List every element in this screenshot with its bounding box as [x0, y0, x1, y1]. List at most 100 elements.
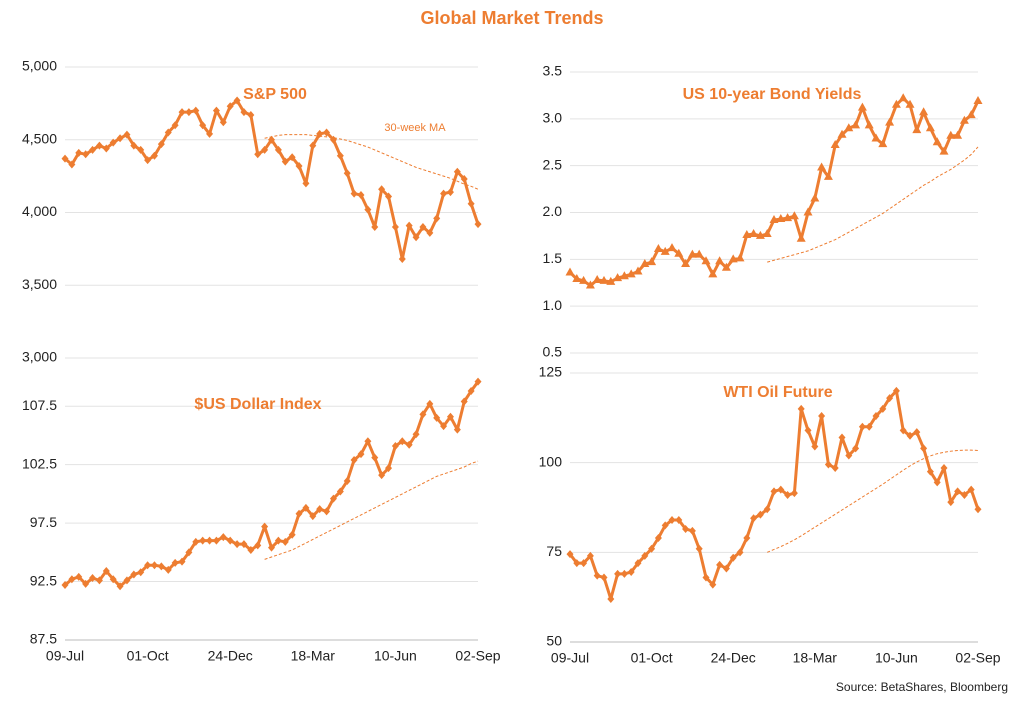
data-point: [240, 108, 248, 117]
data-point: [898, 93, 908, 102]
data-point: [412, 233, 420, 242]
data-point: [824, 460, 832, 469]
data-point: [940, 464, 948, 473]
data-point: [171, 121, 179, 130]
data-point: [572, 274, 582, 283]
data-point: [954, 487, 962, 496]
data-point: [626, 269, 636, 278]
y-tick-label: 3,000: [22, 349, 57, 365]
data-point: [357, 191, 365, 200]
data-point: [75, 572, 83, 581]
data-point: [398, 255, 406, 264]
data-point: [953, 130, 963, 139]
data-point: [654, 533, 662, 542]
data-point: [967, 485, 975, 494]
data-point: [109, 138, 117, 147]
data-point: [891, 99, 901, 108]
data-point: [599, 275, 609, 284]
data-point: [607, 594, 615, 603]
data-point: [185, 548, 193, 557]
data-point: [474, 220, 482, 229]
data-point: [371, 223, 379, 232]
data-point: [708, 269, 718, 278]
data-point: [974, 505, 982, 514]
data-point: [573, 559, 581, 568]
y-tick-label: 92.5: [30, 572, 57, 588]
data-point: [95, 141, 103, 150]
data-point: [749, 229, 759, 238]
data-point: [640, 259, 650, 268]
data-point: [743, 533, 751, 542]
y-tick-label: 2.0: [543, 203, 563, 219]
data-point: [750, 514, 758, 523]
data-point: [150, 561, 158, 570]
data-point: [627, 568, 635, 577]
y-tick-label: 0.5: [543, 344, 563, 360]
data-point: [830, 140, 840, 149]
data-point: [261, 145, 269, 154]
data-point: [675, 516, 683, 525]
data-point: [667, 243, 677, 252]
data-point: [295, 161, 303, 170]
data-point: [674, 248, 684, 257]
data-point: [164, 565, 172, 574]
data-point: [474, 377, 482, 386]
data-point: [116, 582, 124, 591]
data-point: [82, 150, 90, 159]
data-point: [905, 99, 915, 108]
x-tick-label: 01-Oct: [127, 648, 169, 664]
data-point: [336, 151, 344, 160]
data-point: [433, 413, 441, 422]
x-tick-label: 24-Dec: [711, 650, 756, 666]
data-point: [116, 134, 124, 143]
data-point: [871, 133, 881, 142]
data-point: [178, 108, 186, 117]
data-point: [446, 412, 454, 421]
data-point: [912, 125, 922, 134]
data-point: [641, 551, 649, 560]
data-point: [682, 525, 690, 534]
data-point: [926, 467, 934, 476]
data-point: [385, 192, 393, 201]
data-point: [865, 422, 873, 431]
data-point: [364, 205, 372, 214]
data-point: [157, 562, 165, 571]
data-point: [886, 394, 894, 403]
data-point: [102, 144, 110, 153]
data-point: [947, 498, 955, 507]
annotation: 30-week MA: [384, 122, 446, 134]
data-point: [440, 422, 448, 431]
panel-title: S&P 500: [243, 86, 307, 103]
data-point: [357, 450, 365, 459]
data-point: [709, 580, 717, 589]
moving-average-line: [767, 146, 979, 263]
data-point: [350, 189, 358, 198]
y-tick-label: 2.5: [543, 156, 563, 172]
data-point: [796, 233, 806, 242]
data-point: [192, 106, 200, 115]
data-point: [681, 259, 691, 268]
data-point: [254, 541, 262, 550]
data-point: [288, 530, 296, 539]
data-point: [959, 115, 969, 124]
data-point: [715, 256, 725, 265]
data-point: [687, 249, 697, 258]
data-point: [606, 276, 616, 285]
data-point: [565, 267, 575, 276]
data-point: [440, 189, 448, 198]
data-point: [857, 102, 867, 111]
x-tick-label: 10-Jun: [875, 650, 918, 666]
data-point: [776, 214, 786, 223]
data-point: [323, 128, 331, 137]
data-point: [371, 453, 379, 462]
data-point: [845, 451, 853, 460]
data-point: [925, 123, 935, 132]
data-point: [178, 557, 186, 566]
data-point: [701, 256, 711, 265]
x-tick-label: 02-Sep: [955, 650, 1000, 666]
data-point: [89, 574, 97, 583]
y-tick-label: 1.5: [543, 250, 563, 266]
panel-title: WTI Oil Future: [723, 384, 832, 401]
data-point: [405, 440, 413, 449]
